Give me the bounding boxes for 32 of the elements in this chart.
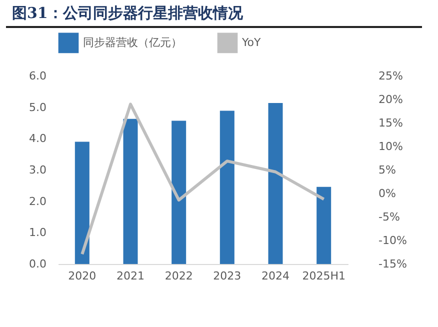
x-tick-label: 2021 [116,270,144,282]
x-tick-label: 2025H1 [302,270,346,282]
y-tick-label: 4.0 [29,132,46,146]
y2-tick-label: -15% [378,258,407,270]
bar [172,120,186,264]
x-tick-label: 2022 [164,270,193,282]
y2-tick-label: 25% [378,70,403,82]
y-tick-label: 1.0 [29,226,46,240]
bar [268,102,283,264]
chart-title: 图31：公司同步器行星排营收情况 [6,0,422,28]
y2-tick-label: -5% [378,210,400,224]
bar [220,110,234,264]
bar [316,186,332,264]
y2-tick-label: 15% [378,116,403,130]
y-tick-label: 6.0 [29,70,46,82]
y-tick-label: 5.0 [29,100,46,114]
y2-tick-label: -10% [378,234,407,247]
y2-tick-label: 20% [378,93,403,106]
y-tick-label: 0.0 [29,258,46,270]
legend-label: 同步器营收（亿元） [83,36,182,49]
y-tick-label: 2.0 [29,194,46,208]
bar [74,142,90,264]
y2-tick-label: 10% [378,140,403,153]
x-tick-label: 2023 [213,270,242,282]
y2-tick-label: 5% [378,164,396,176]
x-tick-label: 2020 [68,270,96,282]
bar [123,118,138,264]
y2-tick-label: 0% [378,187,396,200]
legend-label: YoY [241,36,261,49]
y-tick-label: 3.0 [29,164,46,176]
x-tick-label: 2024 [262,270,290,282]
line-series [80,102,326,256]
